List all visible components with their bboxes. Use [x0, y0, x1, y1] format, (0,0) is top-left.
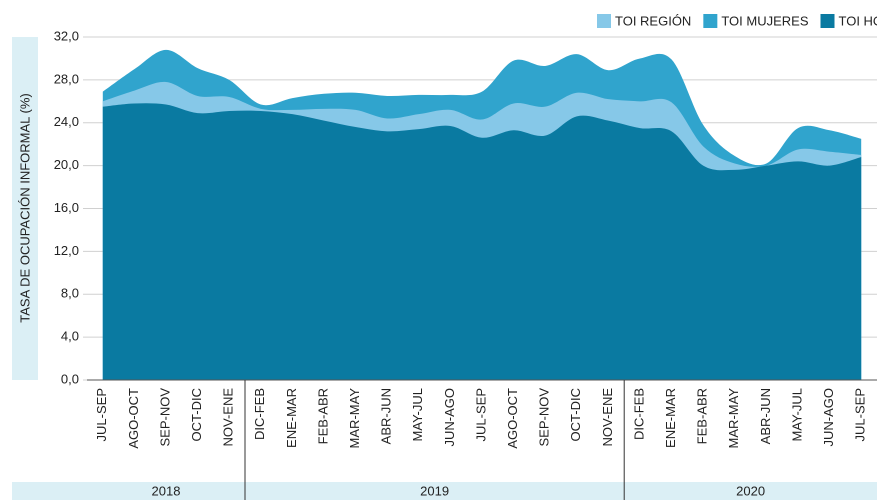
- x-tick-label: SEP-NOV: [537, 388, 552, 447]
- x-tick-label: ABR-JUN: [379, 388, 394, 444]
- legend-swatch: [820, 14, 835, 28]
- year-band: [12, 482, 245, 500]
- x-tick-label: JUL-SEP: [853, 388, 868, 441]
- legend-label: TOI HOMBRES: [839, 13, 877, 28]
- y-label-box: [12, 37, 38, 380]
- year-label: 2020: [736, 483, 765, 498]
- x-tick-label: DIC-FEB: [631, 388, 646, 440]
- x-tick-label: ABR-JUN: [758, 388, 773, 444]
- y-tick-label: 12,0: [54, 243, 79, 258]
- x-tick-label: AGO-OCT: [505, 388, 520, 449]
- x-tick-label: NOV-ENE: [221, 388, 236, 447]
- x-tick-label: JUN-AGO: [442, 388, 457, 447]
- y-tick-label: 0,0: [61, 371, 79, 386]
- y-tick-label: 4,0: [61, 329, 79, 344]
- x-tick-label: FEB-ABR: [695, 388, 710, 444]
- x-tick-label: ENE-MAR: [663, 388, 678, 448]
- year-label: 2018: [152, 483, 181, 498]
- x-tick-label: ENE-MAR: [284, 388, 299, 448]
- y-tick-label: 24,0: [54, 114, 79, 129]
- year-band: [245, 482, 625, 500]
- x-tick-label: SEP-NOV: [157, 388, 172, 447]
- legend-label: TOI MUJERES: [721, 13, 808, 28]
- x-tick-label: OCT-DIC: [189, 388, 204, 441]
- x-tick-label: MAY-JUL: [789, 388, 804, 441]
- legend-swatch: [597, 14, 611, 28]
- year-band: [624, 482, 877, 500]
- x-tick-label: JUL-SEP: [94, 388, 109, 441]
- x-tick-label: AGO-OCT: [126, 388, 141, 449]
- x-tick-label: FEB-ABR: [315, 388, 330, 444]
- x-tick-label: MAY-JUL: [410, 388, 425, 441]
- legend-swatch: [703, 14, 718, 28]
- y-axis-label: TASA DE OCUPACIÓN INFORMAL (%): [17, 93, 32, 322]
- x-tick-label: OCT-DIC: [568, 388, 583, 441]
- area: [102, 103, 862, 380]
- legend-label: TOI REGIÓN: [615, 13, 691, 28]
- x-tick-label: MAR-MAY: [726, 388, 741, 449]
- y-tick-label: 28,0: [54, 71, 79, 86]
- x-tick-label: NOV-ENE: [600, 388, 615, 447]
- x-tick-label: JUL-SEP: [473, 388, 488, 441]
- y-tick-label: 8,0: [61, 286, 79, 301]
- x-tick-label: MAR-MAY: [347, 388, 362, 449]
- y-tick-label: 16,0: [54, 200, 79, 215]
- y-tick-label: 32,0: [54, 28, 79, 43]
- x-tick-label: DIC-FEB: [252, 388, 267, 440]
- x-tick-label: JUN-AGO: [821, 388, 836, 447]
- y-tick-label: 20,0: [54, 157, 79, 172]
- year-label: 2019: [420, 483, 449, 498]
